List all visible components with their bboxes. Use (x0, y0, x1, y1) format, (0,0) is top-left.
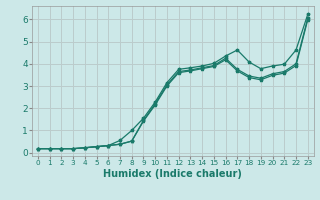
X-axis label: Humidex (Indice chaleur): Humidex (Indice chaleur) (103, 169, 242, 179)
